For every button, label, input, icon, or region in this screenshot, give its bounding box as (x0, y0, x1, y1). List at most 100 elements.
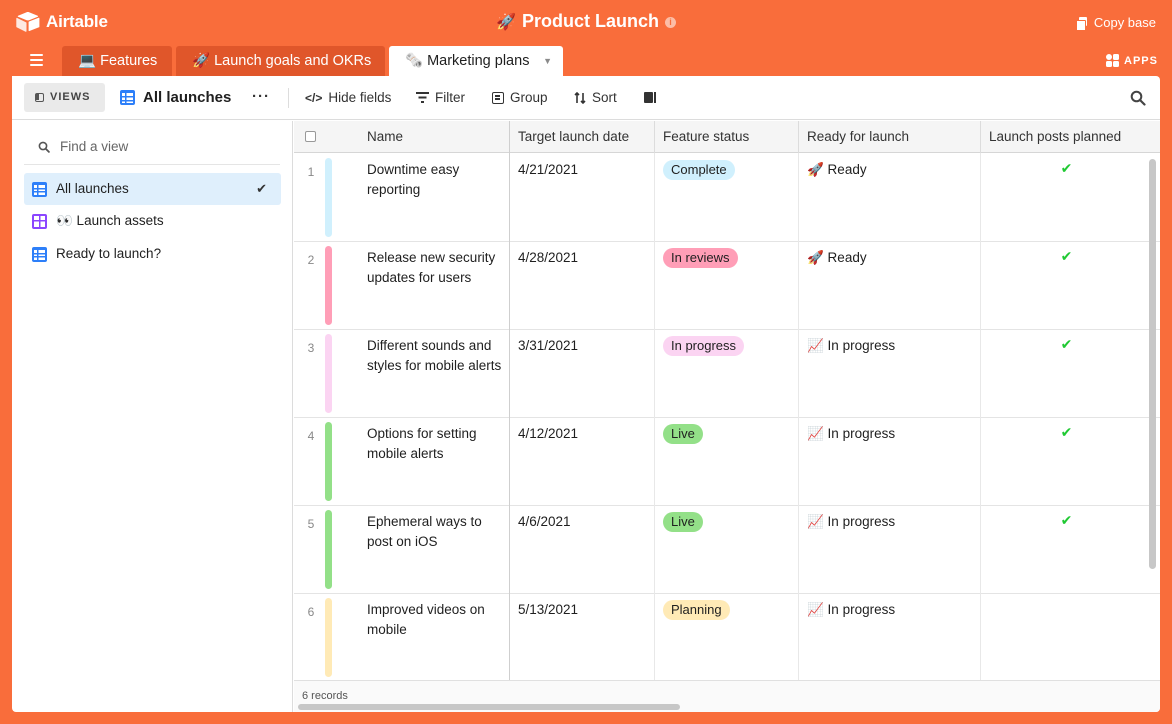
table-row[interactable]: 3 Different sounds and styles for mobile … (294, 330, 1160, 418)
hide-fields-button[interactable]: </> Hide fields (305, 90, 391, 105)
cell-launch-posts-planned[interactable]: ✔ (981, 506, 1160, 594)
status-badge: In reviews (663, 248, 738, 268)
sort-button[interactable]: Sort (574, 90, 617, 105)
row-number: 1 (307, 165, 315, 179)
record-count: 6 records (302, 690, 348, 702)
sidebar-item-ready-to-launch[interactable]: Ready to launch? (24, 238, 281, 270)
copy-base-label: Copy base (1093, 15, 1156, 30)
cell-feature-status[interactable]: Live (655, 418, 799, 506)
cell-feature-status[interactable]: Complete (655, 154, 799, 242)
cell-launch-posts-planned[interactable]: ✔ (981, 242, 1160, 330)
filter-icon (416, 92, 429, 103)
column-header-ready-for-launch[interactable]: Ready for launch (799, 121, 981, 153)
cell-target-launch-date[interactable]: 5/13/2021 (518, 602, 579, 617)
menu-icon[interactable] (30, 54, 43, 66)
checkmark-icon: ✔ (1060, 512, 1073, 528)
airtable-logo[interactable]: Airtable (16, 11, 108, 33)
table-tab-bar: 💻 Features 🚀 Launch goals and OKRs 🗞️ Ma… (0, 44, 1172, 76)
cell-launch-posts-planned[interactable]: ✔ (981, 418, 1160, 506)
cell-name[interactable]: Ephemeral ways to post on iOS (367, 514, 482, 549)
row-number: 3 (307, 341, 315, 355)
records-grid: Name Target launch date Feature status R… (294, 121, 1160, 712)
checkmark-icon: ✔ (1060, 336, 1073, 352)
code-icon: </> (305, 90, 323, 105)
view-more-button[interactable]: ··· (252, 88, 270, 105)
table-row[interactable]: 6 Improved videos on mobile 5/13/2021 Plann… (294, 594, 1160, 682)
select-all-checkbox[interactable] (305, 131, 316, 142)
sidebar-item-all-launches[interactable]: All launches ✔ (24, 173, 281, 205)
filter-button[interactable]: Filter (416, 90, 465, 105)
top-bar: Airtable 🚀 Product Launch i Copy base (0, 0, 1172, 44)
table-row[interactable]: 1 Downtime easy reporting 4/21/2021 Complet… (294, 154, 1160, 242)
cell-name[interactable]: Release new security updates for users (367, 250, 496, 285)
cell-launch-posts-planned[interactable]: ✔ (981, 154, 1160, 242)
view-toolbar: VIEWS All launches ··· </> Hide fields F… (12, 76, 1160, 120)
main-panel: VIEWS All launches ··· </> Hide fields F… (12, 76, 1160, 712)
cell-ready-for-launch[interactable]: 📈 In progress (807, 338, 896, 353)
cell-launch-posts-planned[interactable] (981, 594, 1160, 682)
row-height-icon[interactable] (644, 92, 656, 103)
tab-launch-goals[interactable]: 🚀 Launch goals and OKRs (176, 46, 385, 76)
checkmark-icon: ✔ (1060, 160, 1073, 176)
info-icon[interactable]: i (664, 17, 676, 28)
cell-feature-status[interactable]: In progress (655, 330, 799, 418)
vertical-scrollbar[interactable] (1149, 159, 1156, 569)
cell-feature-status[interactable]: In reviews (655, 242, 799, 330)
cell-ready-for-launch[interactable]: 🚀 Ready (807, 250, 867, 265)
cell-ready-for-launch[interactable]: 🚀 Ready (807, 162, 867, 177)
column-header-feature-status[interactable]: Feature status (655, 121, 799, 153)
cell-feature-status[interactable]: Planning (655, 594, 799, 682)
row-number: 2 (307, 253, 315, 267)
tab-features[interactable]: 💻 Features (62, 46, 172, 76)
airtable-logo-icon (16, 11, 40, 32)
cell-ready-for-launch[interactable]: 📈 In progress (807, 602, 896, 617)
sidebar-item-launch-assets[interactable]: 👀 Launch assets (24, 205, 281, 237)
copy-base-button[interactable]: Copy base (1075, 15, 1156, 31)
cell-target-launch-date[interactable]: 4/6/2021 (518, 514, 571, 529)
column-header-name[interactable]: Name (359, 121, 510, 153)
row-number: 4 (307, 429, 315, 443)
views-label: VIEWS (50, 91, 91, 103)
column-divider (654, 153, 655, 680)
table-row[interactable]: 4 Options for setting mobile alerts 4/12/2… (294, 418, 1160, 506)
current-view-switcher[interactable]: All launches (120, 89, 231, 106)
views-toggle-button[interactable]: VIEWS (24, 83, 105, 112)
grid-view-icon (120, 90, 135, 105)
cell-name[interactable]: Improved videos on mobile (367, 602, 485, 637)
cell-launch-posts-planned[interactable]: ✔ (981, 330, 1160, 418)
cell-target-launch-date[interactable]: 4/28/2021 (518, 250, 579, 265)
cell-target-launch-date[interactable]: 4/12/2021 (518, 426, 579, 441)
cell-ready-for-launch[interactable]: 📈 In progress (807, 426, 896, 441)
search-icon[interactable] (1130, 90, 1146, 106)
sidebar-item-label: Ready to launch? (56, 246, 162, 261)
row-color-bar (325, 510, 332, 589)
cell-name[interactable]: Downtime easy reporting (367, 162, 460, 197)
find-view-placeholder: Find a view (60, 139, 129, 154)
row-color-bar (325, 422, 332, 501)
base-title[interactable]: 🚀 Product Launch i (0, 11, 1172, 32)
chevron-down-icon[interactable]: ▼ (543, 56, 552, 66)
cell-name[interactable]: Options for setting mobile alerts (367, 426, 477, 461)
frozen-column-divider (509, 121, 510, 712)
cell-feature-status[interactable]: Live (655, 506, 799, 594)
logo-text: Airtable (46, 12, 108, 31)
group-button[interactable]: Group (492, 90, 548, 105)
find-view-input[interactable]: Find a view (24, 135, 280, 165)
horizontal-scrollbar[interactable] (298, 704, 680, 710)
apps-button[interactable]: APPS (1106, 54, 1158, 67)
row-color-bar (325, 598, 332, 677)
cell-target-launch-date[interactable]: 3/31/2021 (518, 338, 579, 353)
row-color-bar (325, 158, 332, 237)
column-header-launch-posts-planned[interactable]: Launch posts planned (981, 121, 1160, 153)
row-number: 6 (307, 605, 315, 619)
cell-target-launch-date[interactable]: 4/21/2021 (518, 162, 579, 177)
checkmark-icon: ✔ (256, 181, 267, 196)
cell-ready-for-launch[interactable]: 📈 In progress (807, 514, 896, 529)
table-row[interactable]: 5 Ephemeral ways to post on iOS 4/6/2021 Li… (294, 506, 1160, 594)
tab-label: 🚀 Launch goals and OKRs (192, 53, 372, 69)
column-header-target-launch-date[interactable]: Target launch date (510, 121, 655, 153)
sidebar-item-label: All launches (56, 181, 129, 196)
cell-name[interactable]: Different sounds and styles for mobile a… (367, 338, 502, 373)
tab-marketing-plans[interactable]: 🗞️ Marketing plans ▼ (389, 46, 563, 76)
table-row[interactable]: 2 Release new security updates for users 4… (294, 242, 1160, 330)
